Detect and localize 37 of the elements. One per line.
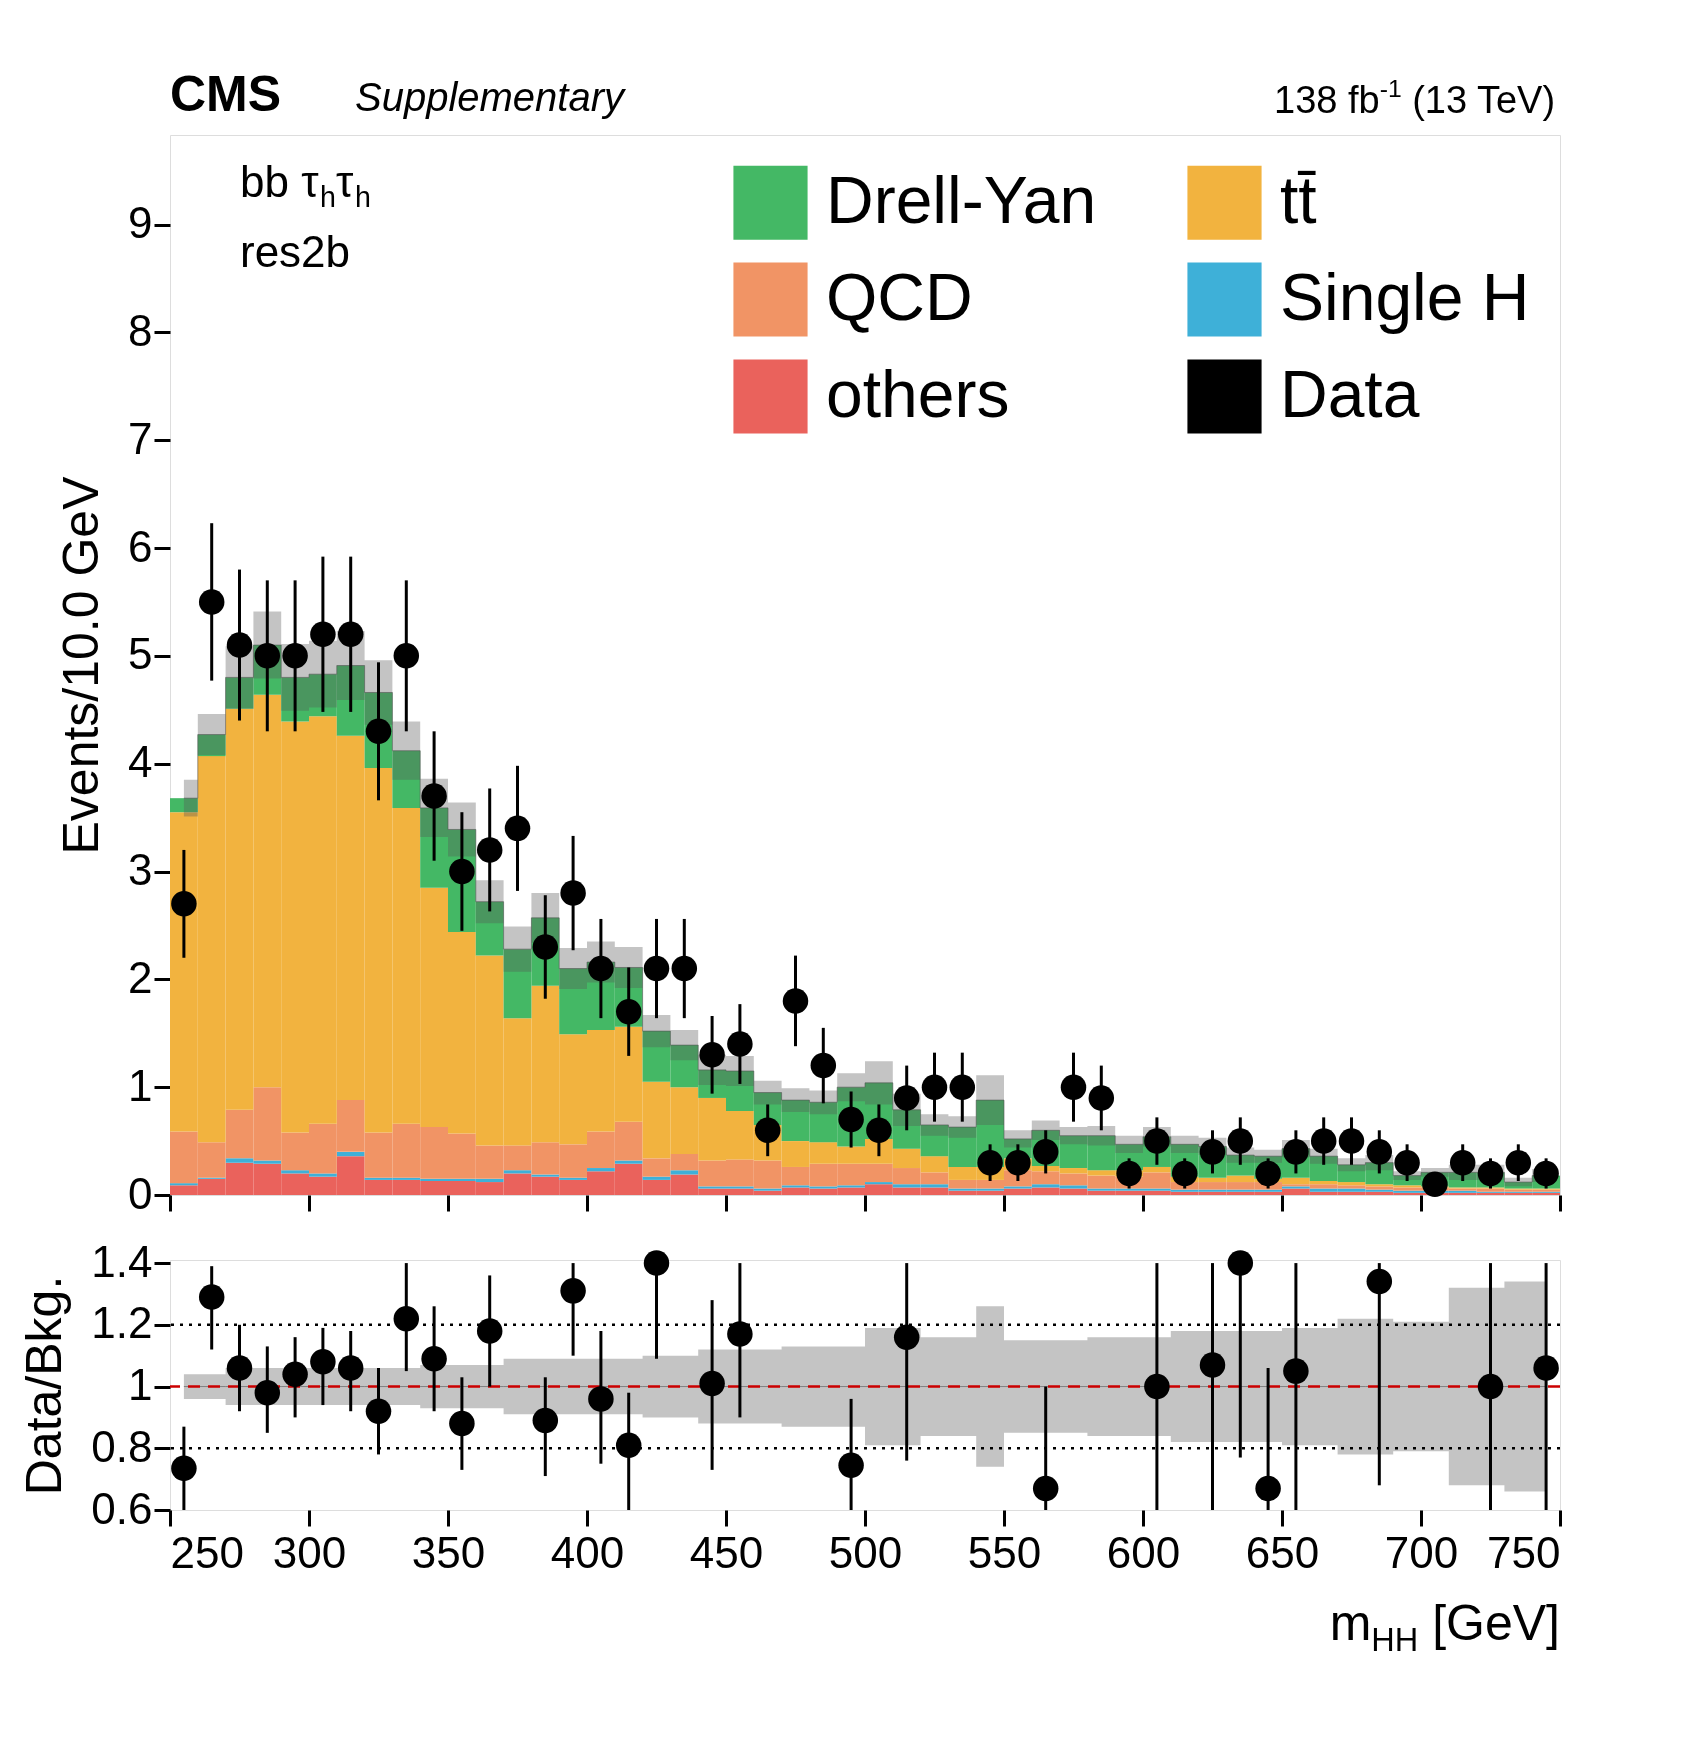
y-tick-label: 1	[128, 1060, 153, 1110]
y-tick-label: 4	[128, 737, 153, 787]
y-tick-label: 8	[128, 305, 153, 355]
y-tick-label: 7	[128, 413, 153, 463]
y-tick-label: 9	[128, 198, 153, 247]
x-tick-label: 350	[411, 1527, 486, 1577]
x-tick-label: 400	[550, 1527, 625, 1577]
chart-title: CMS	[170, 66, 282, 122]
x-tick-label: 550	[967, 1527, 1042, 1577]
y-tick-label: 0	[128, 1168, 153, 1218]
legend-label: Single H	[1280, 259, 1530, 334]
x-tick-label: 250	[170, 1527, 244, 1577]
x-tick-label: 300	[272, 1527, 347, 1577]
x-tick-label: 450	[689, 1527, 764, 1577]
y-tick-label: 6	[128, 521, 153, 571]
x-tick-label: 650	[1245, 1527, 1320, 1577]
x-tick-label: 500	[828, 1527, 903, 1577]
x-tick-label: 750	[1487, 1527, 1561, 1577]
x-tick-label: 700	[1384, 1527, 1459, 1577]
x-tick-label: 600	[1106, 1527, 1181, 1577]
y-tick-label: 0.6	[91, 1483, 153, 1533]
y-tick-label: 1.4	[91, 1236, 153, 1286]
y-tick-label: 5	[128, 629, 153, 679]
legend-label: others	[826, 356, 1010, 431]
y-axis-title: Events/10.0 GeV	[53, 475, 110, 855]
annotation: res2b	[240, 227, 351, 276]
legend-label: Drell-Yan	[826, 162, 1097, 237]
y-axis-title: Data/Bkg.	[16, 1275, 73, 1496]
y-tick-label: 1	[128, 1360, 153, 1410]
legend-label: Data	[1280, 356, 1420, 431]
y-tick-label: 2	[128, 952, 153, 1002]
legend-label: tt̄	[1280, 162, 1317, 237]
y-tick-label: 0.8	[91, 1421, 153, 1471]
y-tick-label: 1.2	[91, 1298, 153, 1348]
legend-label: QCD	[826, 259, 973, 334]
chart-subtitle: Supplementary	[355, 75, 628, 119]
y-tick-label: 3	[128, 845, 153, 894]
